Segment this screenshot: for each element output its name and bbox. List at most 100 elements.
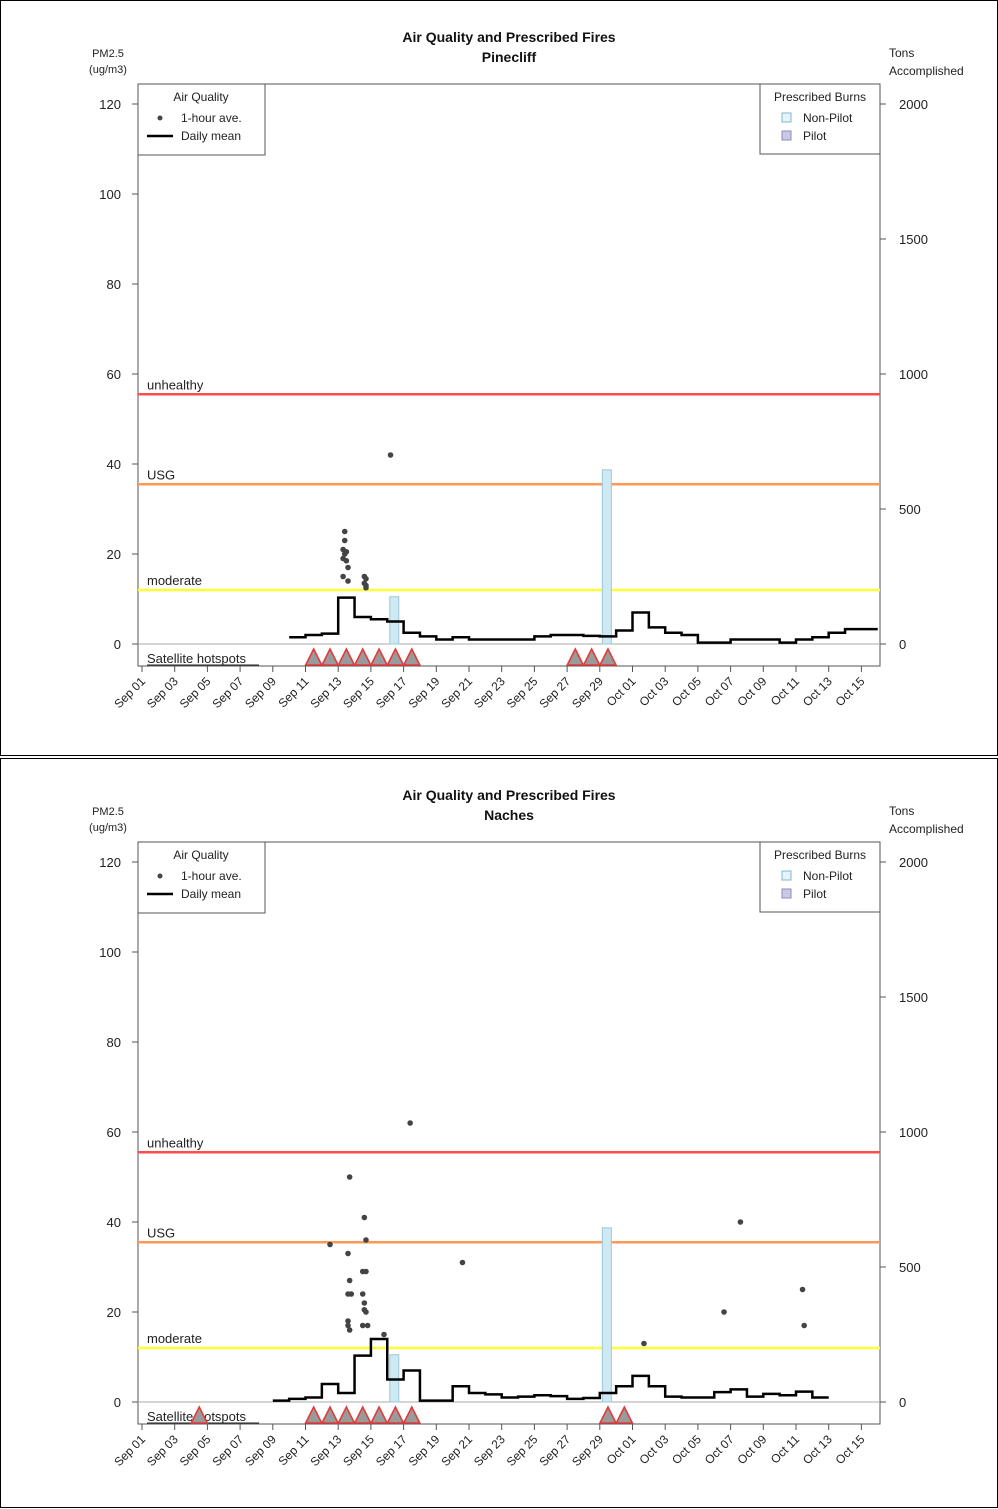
- legend-burns-title: Prescribed Burns: [774, 848, 866, 862]
- y-tick-label: 120: [99, 97, 121, 112]
- hourly-point: [799, 1286, 806, 1293]
- x-tick-label: Oct 09: [735, 1432, 770, 1467]
- y-tick-label: 100: [99, 945, 121, 960]
- hourly-point: [361, 1214, 368, 1221]
- legend-pilot-swatch: [781, 130, 792, 141]
- plot-area-border: [137, 841, 881, 1425]
- hotspot-triangle: [386, 1405, 405, 1424]
- hotspot-triangle: [369, 1405, 389, 1424]
- legend-pilot-swatch: [781, 888, 792, 899]
- y-tick-label: 60: [107, 1125, 121, 1140]
- legend-air-title: Air Quality: [173, 848, 228, 862]
- y-tick-label: 20: [107, 547, 121, 562]
- y2-tick-label: 1000: [899, 1125, 928, 1140]
- hourly-point: [361, 1300, 368, 1306]
- x-tick-label: Sep 07: [209, 1432, 246, 1469]
- y-tick-label: 40: [107, 1215, 121, 1230]
- x-tick-label: Sep 29: [569, 1432, 606, 1469]
- x-tick-label: Sep 25: [504, 674, 541, 711]
- y2-tick-label: 500: [899, 502, 921, 517]
- hourly-point: [345, 1322, 351, 1329]
- x-tick-label: Sep 17: [373, 1432, 410, 1469]
- x-tick-label: Sep 11: [275, 674, 311, 710]
- y-tick-label: 40: [107, 457, 121, 472]
- hotspot-triangle: [402, 1405, 422, 1424]
- chart-title: Air Quality and Prescribed Fires: [402, 787, 615, 803]
- hourly-point: [359, 1322, 366, 1329]
- hourly-point: [345, 578, 351, 584]
- x-tick-label: Sep 13: [308, 1432, 345, 1469]
- y-tick-label: 100: [99, 187, 121, 202]
- hotspot-triangle: [337, 1405, 356, 1424]
- legend-burns-title: Prescribed Burns: [774, 90, 866, 104]
- x-tick-label: Oct 15: [833, 674, 868, 709]
- x-tick-label: Oct 09: [735, 674, 770, 709]
- hotspot-triangle: [386, 647, 405, 666]
- threshold-label: USG: [147, 1225, 175, 1240]
- x-tick-label: Oct 01: [604, 674, 639, 709]
- chart-panel-naches: Air Quality and Prescribed Fires Naches PM…: [0, 758, 998, 1508]
- chart-subtitle: Naches: [484, 807, 534, 823]
- y-tick-label: 120: [99, 855, 121, 870]
- hourly-point: [801, 1322, 807, 1329]
- chart-panel-pinecliff: Air Quality and Prescribed Fires Pineclif…: [0, 0, 998, 756]
- hourly-point: [346, 1327, 353, 1333]
- y2-axis-label-line1: Tons: [889, 804, 914, 818]
- x-tick-label: Sep 17: [373, 674, 410, 711]
- x-tick-label: Sep 07: [209, 674, 246, 711]
- x-tick-label: Sep 03: [144, 1432, 181, 1469]
- x-tick-label: Sep 27: [536, 674, 573, 711]
- hourly-point: [407, 1120, 413, 1126]
- legend-burns-box: [759, 83, 881, 155]
- legend-hourly-marker: [157, 873, 163, 879]
- legend-pilot-label: Pilot: [803, 129, 827, 143]
- hourly-point: [364, 1322, 371, 1329]
- y-tick-label: 0: [114, 1395, 121, 1410]
- hourly-point: [346, 1174, 353, 1180]
- x-tick-label: Sep 01: [111, 674, 148, 711]
- y-axis-label-line2: (ug/m3): [89, 822, 127, 834]
- x-tick-label: Sep 23: [471, 1432, 508, 1469]
- x-tick-label: Sep 13: [308, 674, 345, 711]
- legend-daily-label: Daily mean: [181, 129, 241, 143]
- hourly-point: [459, 1259, 466, 1266]
- x-tick-label: Oct 11: [768, 674, 802, 708]
- chart-svg-naches: Air Quality and Prescribed Fires Naches PM…: [89, 787, 964, 1469]
- x-tick-label: Oct 13: [800, 1432, 835, 1467]
- daily-mean-line: [272, 1337, 829, 1402]
- legend-nonpilot-swatch: [781, 112, 792, 123]
- hotspot-triangle: [304, 1405, 323, 1424]
- legend-nonpilot-label: Non-Pilot: [803, 869, 853, 883]
- hotspot-triangle: [615, 1405, 634, 1424]
- x-tick-label: Oct 03: [636, 1432, 671, 1467]
- hourly-point: [641, 1340, 647, 1347]
- y-tick-label: 80: [107, 277, 121, 292]
- legend-air-title: Air Quality: [173, 90, 228, 104]
- hourly-point: [363, 1268, 369, 1275]
- hotspot-triangle: [320, 1405, 340, 1424]
- x-tick-label: Oct 01: [604, 1432, 639, 1467]
- hotspot-triangle: [582, 647, 601, 666]
- hotspot-triangle: [598, 647, 618, 666]
- y-axis-label-line1: PM2.5: [92, 806, 124, 818]
- burn-bar-nonpilot: [601, 469, 612, 645]
- y2-tick-label: 2000: [899, 855, 928, 870]
- y-tick-label: 0: [114, 637, 121, 652]
- hourly-point: [359, 1291, 366, 1297]
- plot-area-border: [137, 83, 881, 667]
- hotspot-triangle: [353, 1405, 373, 1424]
- y2-tick-label: 0: [899, 1395, 906, 1410]
- hourly-point: [343, 557, 350, 564]
- hotspot-triangle: [565, 647, 585, 666]
- hourly-point: [363, 575, 369, 582]
- x-tick-label: Sep 27: [536, 1432, 573, 1469]
- x-tick-label: Sep 21: [438, 1432, 475, 1469]
- x-tick-label: Sep 25: [504, 1432, 541, 1469]
- hourly-point: [348, 1291, 355, 1297]
- y-axis-label-line2: (ug/m3): [89, 64, 127, 76]
- hotspot-label: Satellite hotspots: [147, 651, 247, 666]
- y2-axis-label-line2: Accomplished: [889, 64, 964, 78]
- hourly-point: [363, 1237, 369, 1243]
- legend-hourly-marker: [157, 115, 163, 121]
- x-tick-label: Sep 05: [177, 674, 214, 711]
